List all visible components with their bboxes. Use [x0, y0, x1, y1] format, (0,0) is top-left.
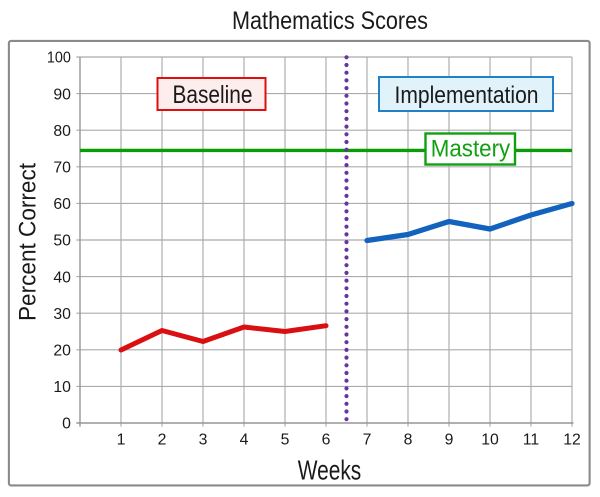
svg-text:30: 30 [53, 306, 71, 323]
svg-text:5: 5 [281, 432, 290, 449]
svg-text:20: 20 [53, 343, 71, 360]
svg-text:9: 9 [445, 432, 454, 449]
svg-text:90: 90 [53, 86, 71, 103]
svg-text:70: 70 [53, 160, 71, 177]
svg-text:4: 4 [240, 432, 249, 449]
svg-text:Mathematics Scores: Mathematics Scores [232, 8, 428, 35]
svg-text:Baseline: Baseline [173, 82, 253, 109]
svg-text:Mastery: Mastery [431, 135, 511, 162]
svg-text:8: 8 [404, 432, 413, 449]
svg-text:40: 40 [53, 269, 71, 286]
svg-text:Weeks: Weeks [298, 455, 362, 486]
svg-text:Percent Correct: Percent Correct [15, 163, 42, 321]
svg-text:7: 7 [363, 432, 372, 449]
svg-text:1: 1 [117, 432, 126, 449]
svg-text:11: 11 [523, 432, 540, 449]
svg-text:0: 0 [62, 416, 71, 433]
svg-text:12: 12 [563, 432, 581, 449]
svg-text:3: 3 [199, 432, 208, 449]
svg-text:2: 2 [158, 432, 167, 449]
svg-text:6: 6 [322, 432, 331, 449]
svg-text:10: 10 [481, 432, 499, 449]
svg-text:Implementation: Implementation [395, 82, 539, 109]
svg-text:80: 80 [53, 123, 71, 140]
svg-text:10: 10 [53, 379, 71, 396]
svg-text:100: 100 [47, 50, 71, 67]
svg-text:50: 50 [53, 233, 71, 250]
svg-text:60: 60 [53, 196, 71, 213]
